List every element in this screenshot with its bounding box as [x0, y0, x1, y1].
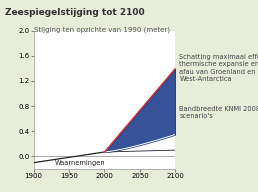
Text: Stijging ten opzichte van 1990 (meter): Stijging ten opzichte van 1990 (meter): [34, 27, 170, 33]
Text: Schatting maximaal effect:
thermische expansie en
afau van Groenland en
West-Ant: Schatting maximaal effect: thermische ex…: [179, 54, 258, 82]
Text: Waarnemingen: Waarnemingen: [55, 160, 106, 166]
Text: Bandbreedte KNMI 2008
scenario's: Bandbreedte KNMI 2008 scenario's: [179, 106, 258, 119]
Text: Zeespiegelstijging tot 2100: Zeespiegelstijging tot 2100: [5, 8, 145, 17]
